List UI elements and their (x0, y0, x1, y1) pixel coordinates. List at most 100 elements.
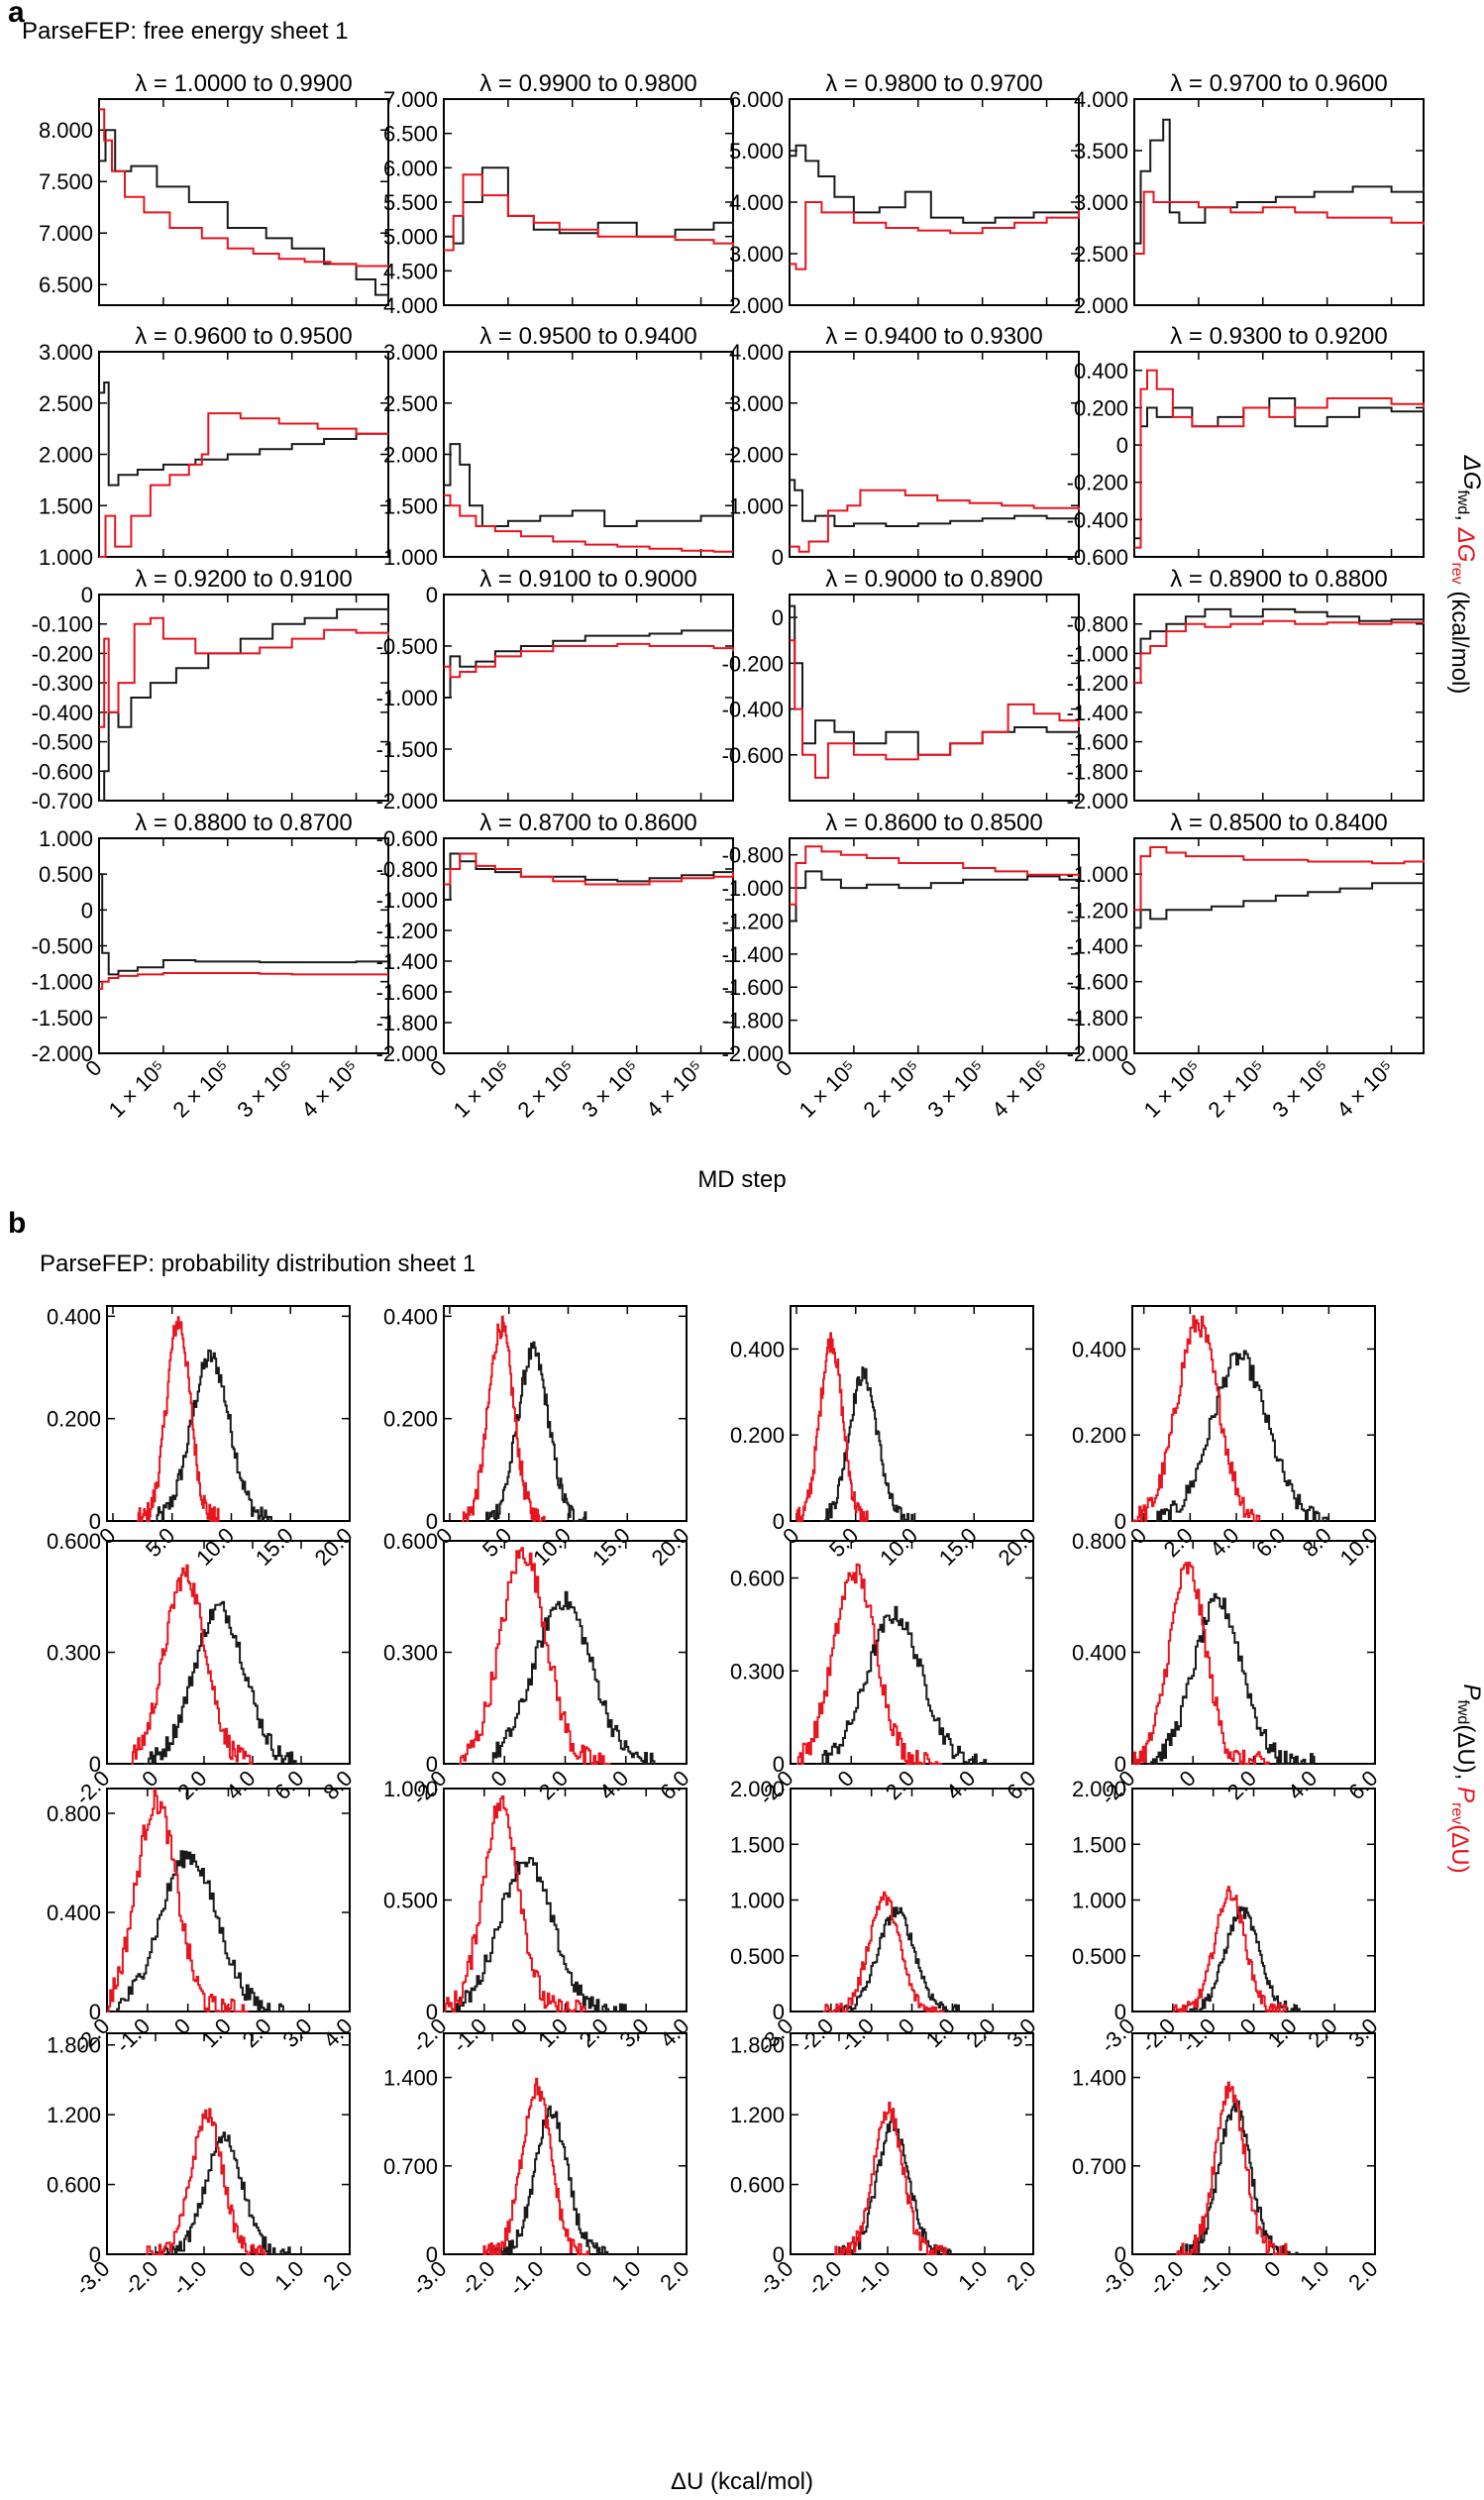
rev-distribution (795, 1332, 869, 1522)
y-tick-label: 0.500 (1072, 1944, 1126, 1969)
plot-frame (789, 594, 1080, 802)
x-tick-label: 0 (1235, 2013, 1261, 2039)
y-tick-label: 4.000 (383, 293, 438, 318)
y-tick-label: 0.400 (730, 1337, 785, 1361)
plot-frame (443, 837, 734, 1054)
y-tick-label: 0 (426, 1752, 438, 1777)
fwd-series-line (444, 166, 734, 245)
rev-series-line (1134, 369, 1425, 549)
fe-y-axis-label: ΔGfwd, ΔGrev (kcal/mol) (1446, 455, 1484, 695)
fe-panel-13: λ = 0.8800 to 0.8700 -2.000 -1.500 -1.000 -0… (32, 810, 389, 1123)
y-tick-label: 0.300 (47, 1641, 101, 1666)
plot-frame (443, 1305, 688, 1522)
y-tick-label: 2.000 (729, 293, 784, 318)
x-tick-label: 15.0 (934, 1523, 982, 1571)
y-tick-label: 3.000 (729, 391, 784, 416)
fwd-distribution (154, 1349, 273, 1522)
y-tick-label: 2.500 (1074, 242, 1128, 267)
rev-distribution (834, 2102, 947, 2255)
x-tick-label: 0 (771, 1055, 796, 1081)
fe-panel-title: λ = 0.9600 to 0.9500 (135, 323, 353, 350)
y-tick-label: 0 (81, 583, 93, 607)
y-tick-label: 0.500 (383, 1889, 438, 1913)
y-tick-label: -0.600 (376, 826, 438, 851)
y-tick-label: 1.500 (730, 1832, 785, 1857)
fwd-series-line (99, 381, 388, 487)
y-tick-label: 0 (426, 583, 438, 607)
y-tick-label: 1.400 (383, 2066, 438, 2091)
y-tick-label: -1.000 (376, 686, 438, 710)
rev-distribution (131, 1564, 254, 1765)
plot-frame (789, 98, 1080, 306)
y-tick-label: 1.000 (729, 493, 784, 518)
y-tick-label: -1.400 (376, 949, 438, 974)
y-tick-label: 0.600 (47, 1529, 101, 1554)
fwd-distribution (1147, 1592, 1315, 1765)
y-tick-label: 6.500 (383, 122, 438, 147)
pd-panel-16: 0 0.700 1.400 -3.0 -2.0 -1.0 0 1.0 2.0 (1072, 2032, 1383, 2300)
fe-panel-title: λ = 0.8700 to 0.8600 (479, 810, 697, 836)
y-tick-label: -1.800 (1067, 1006, 1128, 1031)
fwd-series-line (99, 607, 389, 802)
y-tick-label: -0.600 (1067, 545, 1128, 570)
y-tick-label: 0 (773, 2000, 785, 2024)
y-tick-label: -0.200 (722, 651, 784, 676)
plot-frame (443, 594, 734, 802)
x-tick-label: 1.0 (269, 2256, 308, 2295)
y-tick-label: 1.000 (383, 1777, 438, 1801)
x-tick-label: 4.0 (221, 1766, 260, 1804)
y-tick-label: 0.200 (730, 1423, 785, 1448)
y-tick-label: 5.000 (383, 225, 438, 250)
x-tick-label: 2.0 (1343, 2256, 1382, 2295)
y-tick-label: 3.000 (1074, 190, 1128, 215)
y-tick-label: 3.500 (1074, 139, 1128, 163)
y-tick-label: 0 (89, 1509, 101, 1534)
rev-distribution (482, 2077, 589, 2255)
y-tick-label: 7.000 (383, 87, 438, 112)
x-tick-label: 3 × 10⁵ (922, 1055, 990, 1123)
fwd-series-line (444, 628, 734, 699)
y-tick-label: 2.500 (39, 391, 93, 416)
y-tick-label: 2.000 (1074, 293, 1128, 318)
fe-panel-15: λ = 0.8600 to 0.8500 -2.000 -1.800 -1.600 -1… (722, 810, 1080, 1123)
y-tick-label: 0 (772, 545, 784, 570)
y-tick-label: 8.000 (39, 118, 93, 143)
x-tick-label: -1.0 (1177, 2013, 1220, 2057)
fwd-series-line (790, 479, 1080, 527)
y-tick-label: 0 (89, 1752, 101, 1777)
y-tick-label: -1.600 (376, 980, 438, 1005)
fwd-distribution (1155, 1350, 1329, 1522)
y-tick-label: -0.400 (722, 698, 784, 722)
x-tick-label: -2.0 (802, 2256, 846, 2300)
fe-panel-title: λ = 0.9400 to 0.9300 (825, 323, 1043, 350)
x-tick-label: 4 × 10⁵ (641, 1055, 708, 1123)
y-tick-label: 0.600 (47, 2173, 101, 2198)
y-tick-label: -1.800 (722, 1009, 784, 1033)
x-tick-label: 2 × 10⁵ (512, 1055, 580, 1123)
plot-frame (790, 1540, 1034, 1765)
y-tick-label: -0.100 (32, 612, 93, 637)
y-tick-label: 0 (81, 898, 93, 923)
fe-panel-3: λ = 0.9800 to 0.9700 2.000 3.000 4.000 5.000… (729, 70, 1080, 318)
y-tick-label: 0.400 (47, 1304, 101, 1329)
y-tick-label: -0.500 (32, 730, 93, 755)
y-tick-label: 0.400 (1072, 1337, 1126, 1361)
y-tick-label: 1.000 (39, 826, 93, 851)
rev-series-line (444, 642, 734, 679)
y-tick-label: 0.800 (1072, 1529, 1126, 1554)
fwd-series-line (790, 870, 1080, 923)
fwd-series-line (790, 604, 1080, 756)
x-tick-label: 4.0 (1283, 1766, 1322, 1804)
y-tick-label: -1.500 (376, 737, 438, 762)
y-tick-label: 4.000 (729, 190, 784, 215)
pd-x-axis-label: ΔU (kcal/mol) (671, 2468, 813, 2495)
x-tick-label: 1.0 (953, 2256, 992, 2295)
plot-frame (106, 1540, 351, 1765)
fwd-distribution (492, 2105, 609, 2255)
x-tick-label: 8.0 (318, 1766, 357, 1804)
y-tick-label: 5.000 (729, 139, 784, 163)
y-tick-label: -1.000 (32, 970, 93, 995)
y-tick-label: 1.000 (1072, 1889, 1126, 1913)
